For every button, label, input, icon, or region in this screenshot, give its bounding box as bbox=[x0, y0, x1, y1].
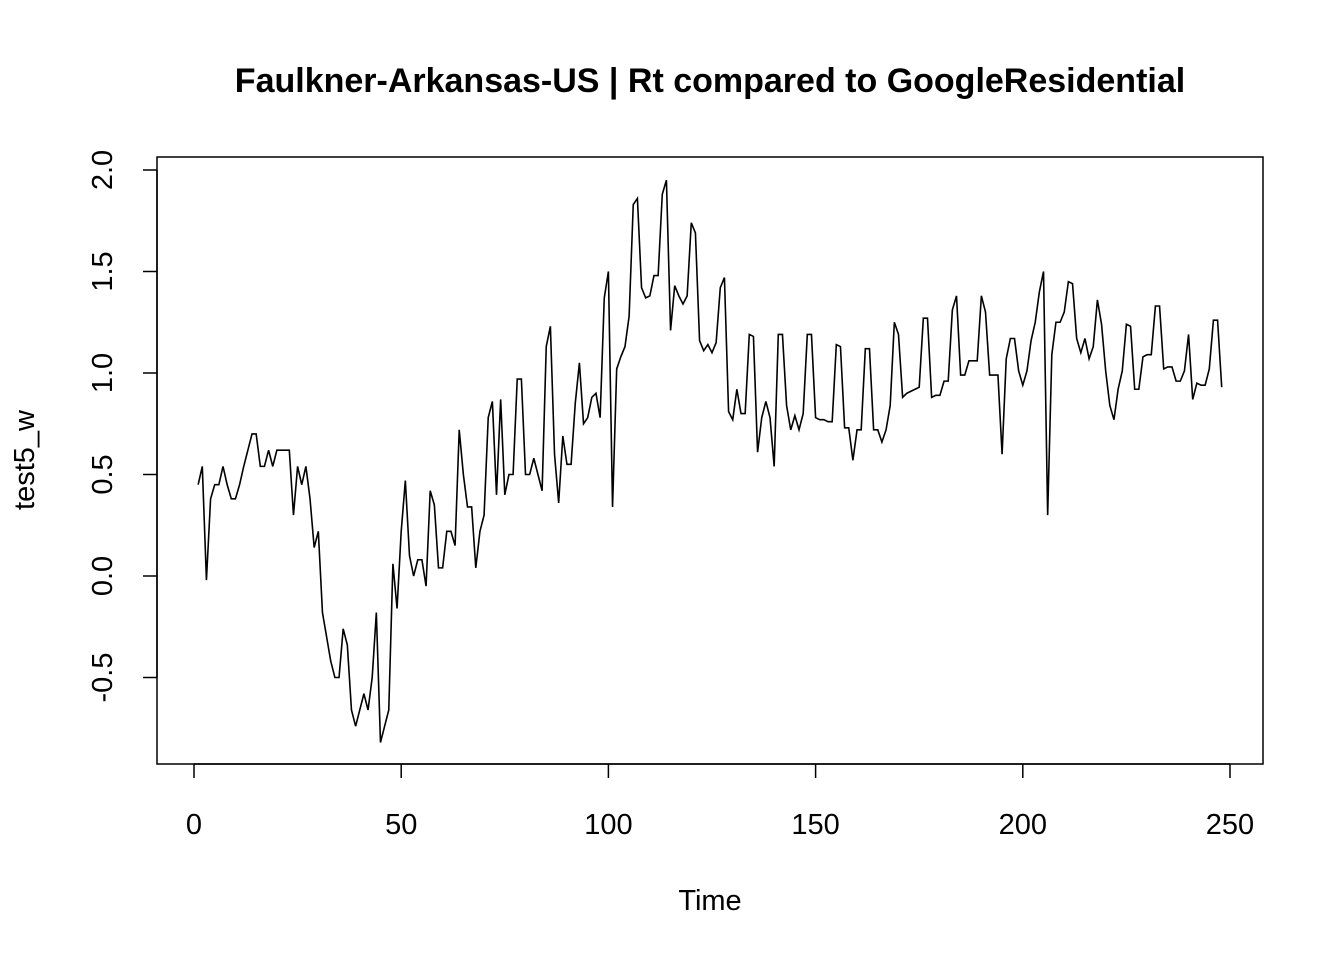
series-line bbox=[197, 179, 1223, 743]
x-tick-label: 150 bbox=[791, 809, 839, 841]
y-tick-label: 0.0 bbox=[87, 556, 119, 596]
x-tick-label: 250 bbox=[1206, 809, 1254, 841]
y-tick-label: -0.5 bbox=[87, 653, 119, 703]
x-tick-label: 200 bbox=[999, 809, 1047, 841]
x-tick-label: 0 bbox=[186, 809, 202, 841]
plot-frame bbox=[156, 156, 1264, 765]
y-axis: -0.5 0.0 0.5 1.0 1.5 2.0 bbox=[87, 150, 158, 703]
x-tick-label: 100 bbox=[584, 809, 632, 841]
x-tick-label: 50 bbox=[385, 809, 417, 841]
y-tick-label: 1.5 bbox=[87, 251, 119, 291]
x-axis: 0 50 100 150 200 250 bbox=[186, 763, 1254, 841]
chart-title: Faulkner-Arkansas-US | Rt compared to Go… bbox=[235, 62, 1185, 100]
y-tick-label: 1.0 bbox=[87, 353, 119, 393]
y-axis-label: test5_w bbox=[9, 409, 41, 510]
y-tick-label: 2.0 bbox=[87, 150, 119, 190]
y-tick-label: 0.5 bbox=[87, 454, 119, 494]
x-axis-label: Time bbox=[678, 885, 741, 917]
